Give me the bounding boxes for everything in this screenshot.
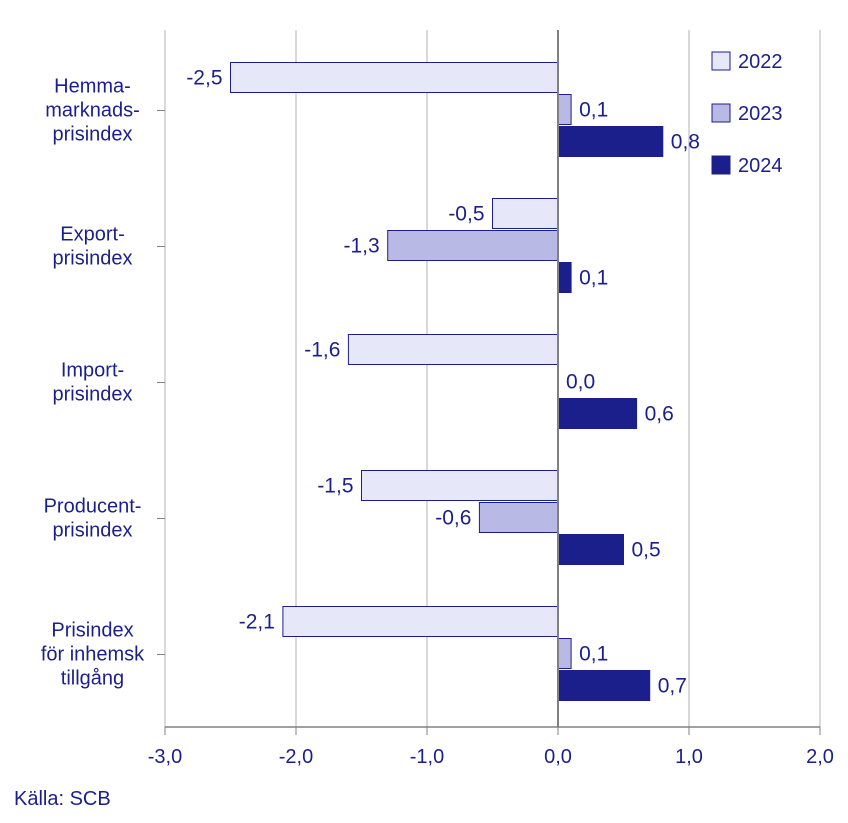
legend-label: 2022 — [738, 51, 783, 73]
value-label: 0,7 — [658, 675, 687, 698]
source-text: Källa: SCB — [14, 788, 111, 810]
bar — [388, 231, 558, 261]
value-label: -1,6 — [304, 339, 340, 362]
chart-container: -3,0 -2,0 -1,0 0,0 1,0 2,0 -2,5 0,1 0,8 -0,5 -1,3 0… — [0, 0, 848, 823]
bar — [479, 503, 558, 533]
legend-swatch — [712, 104, 730, 122]
category-label: Prisindex — [51, 620, 133, 642]
value-label: 0,1 — [579, 267, 608, 290]
legend-swatch — [712, 52, 730, 70]
value-label: 0,8 — [671, 131, 700, 154]
legend-swatch — [712, 156, 730, 174]
category-label: prisindex — [52, 384, 132, 406]
bar — [493, 199, 559, 229]
value-label: -0,6 — [435, 507, 471, 530]
bar — [558, 399, 637, 429]
x-tick-label: -2,0 — [279, 746, 313, 768]
bar — [558, 127, 663, 157]
value-label: 0,1 — [579, 99, 608, 122]
category-label: Producent- — [44, 496, 142, 518]
bar — [283, 607, 558, 637]
category-label: prisindex — [52, 248, 132, 270]
bar — [558, 535, 624, 565]
bar — [558, 95, 571, 125]
category-label: marknads- — [45, 100, 139, 122]
bar — [348, 335, 558, 365]
category-label: prisindex — [52, 124, 132, 146]
category-label: Hemma- — [54, 76, 131, 98]
bar — [362, 471, 559, 501]
x-tick-label: 0,0 — [544, 746, 572, 768]
category-label: för inhemsk — [41, 644, 145, 666]
value-label: 0,1 — [579, 643, 608, 666]
bar-chart: -3,0 -2,0 -1,0 0,0 1,0 2,0 -2,5 0,1 0,8 -0,5 -1,3 0… — [0, 0, 848, 823]
x-tick-label: 2,0 — [806, 746, 834, 768]
x-tick-label: 1,0 — [675, 746, 703, 768]
value-label: 0,5 — [632, 539, 661, 562]
bar — [558, 263, 571, 293]
legend-label: 2023 — [738, 103, 783, 125]
bar — [231, 63, 559, 93]
value-label: 0,0 — [566, 371, 595, 394]
bar — [558, 639, 571, 669]
category-label: prisindex — [52, 520, 132, 542]
x-tick-label: -1,0 — [410, 746, 444, 768]
value-label: -1,5 — [317, 475, 353, 498]
category-label: tillgång — [61, 668, 124, 690]
legend-label: 2024 — [738, 155, 783, 177]
x-tick-label: -3,0 — [148, 746, 182, 768]
category-label: Import- — [61, 360, 124, 382]
bar — [558, 671, 650, 701]
category-label: Export- — [60, 224, 124, 246]
value-label: -1,3 — [344, 235, 380, 258]
value-label: 0,6 — [645, 403, 674, 426]
value-label: -0,5 — [448, 203, 484, 226]
value-label: -2,5 — [186, 67, 222, 90]
value-label: -2,1 — [239, 611, 275, 634]
